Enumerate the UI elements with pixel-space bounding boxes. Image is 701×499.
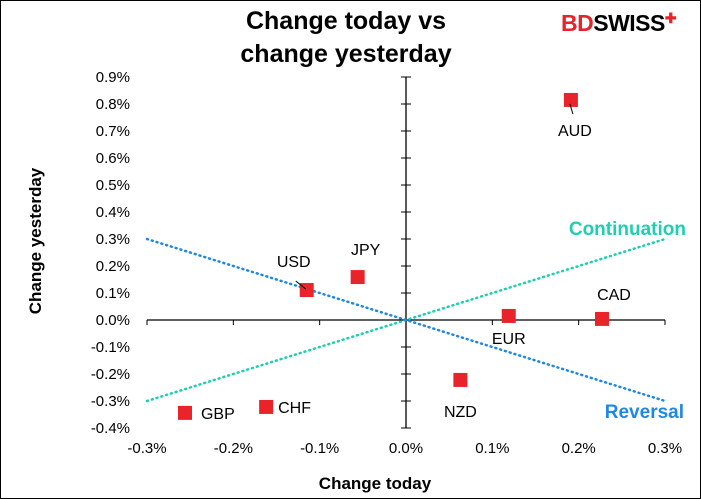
point-gbp	[177, 405, 192, 420]
y-tick-label: -0.4%	[91, 420, 130, 437]
swiss-flag-icon: ✚	[664, 10, 677, 26]
y-tick-label: 0.5%	[96, 177, 130, 194]
point-usd	[299, 283, 314, 298]
point-label-usd: USD	[277, 254, 311, 271]
y-tick-label: 0.8%	[96, 96, 130, 113]
logo-swiss: SWISS	[593, 10, 665, 36]
x-tick-label: 0.0%	[389, 440, 423, 457]
point-chf	[259, 399, 274, 414]
y-axis-title: Change yesterday	[26, 167, 45, 314]
continuation-label: Continuation	[569, 219, 686, 240]
x-tick-label: 0.3%	[648, 440, 682, 457]
point-label-jpy: JPY	[351, 242, 381, 259]
chart-title: Change today vs change yesterday	[181, 5, 511, 71]
y-tick-label: 0.4%	[96, 204, 130, 221]
x-tick-label: -0.2%	[214, 440, 253, 457]
y-tick-label: -0.1%	[91, 339, 130, 356]
line-reversal	[145, 237, 667, 403]
aud-leader-line	[569, 103, 574, 115]
y-tick-label: 0.2%	[96, 258, 130, 275]
y-tick-label: 0.0%	[96, 312, 130, 329]
logo-bd: BD	[561, 10, 594, 36]
x-tick-label: -0.1%	[300, 440, 339, 457]
point-aud	[563, 92, 578, 107]
usd-leader-line	[295, 280, 307, 290]
point-label-aud: AUD	[558, 123, 592, 140]
y-tick-label: 0.7%	[96, 123, 130, 140]
y-tick-label: -0.3%	[91, 393, 130, 410]
point-jpy	[350, 270, 365, 285]
x-tick-label: 0.2%	[562, 440, 596, 457]
y-tick-label: -0.2%	[91, 366, 130, 383]
bdswiss-logo: BDSWISS✚	[561, 10, 677, 37]
point-eur	[501, 308, 516, 323]
point-nzd	[453, 372, 468, 387]
point-label-eur: EUR	[492, 331, 526, 348]
x-axis-title: Change today	[319, 474, 432, 493]
y-tick-label: 0.9%	[96, 69, 130, 86]
y-tick-label: 0.1%	[96, 285, 130, 302]
title-line-2: change yesterday	[240, 40, 452, 68]
point-cad	[594, 311, 609, 326]
point-label-chf: CHF	[278, 400, 311, 417]
y-tick-label: 0.3%	[96, 231, 130, 248]
point-label-nzd: NZD	[444, 404, 477, 421]
x-tick-label: 0.1%	[475, 440, 509, 457]
reversal-label: Reversal	[605, 402, 684, 423]
y-tick-label: 0.6%	[96, 150, 130, 167]
point-label-gbp: GBP	[201, 406, 235, 423]
x-tick-label: -0.3%	[127, 440, 166, 457]
point-label-cad: CAD	[597, 287, 631, 304]
title-line-1: Change today vs	[245, 7, 447, 35]
